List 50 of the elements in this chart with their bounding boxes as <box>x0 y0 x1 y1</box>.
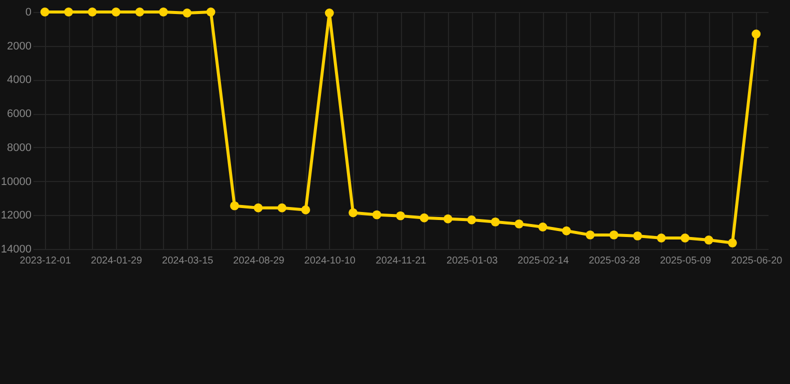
point <box>680 234 690 242</box>
point <box>301 205 310 214</box>
point <box>562 226 571 236</box>
point <box>348 208 358 218</box>
x-tick-label: 2025-02-14 <box>518 256 570 266</box>
point <box>324 8 334 18</box>
point <box>538 222 548 232</box>
point <box>182 8 192 18</box>
x-tick-label: 2025-05-09 <box>660 256 712 266</box>
x-tick-label: 2024-01-29 <box>90 256 142 266</box>
x-tick-label: 2023-12-01 <box>20 256 72 266</box>
x-tick-label: 2024-08-29 <box>233 256 285 266</box>
y-tick-label: 6000 <box>7 108 32 120</box>
point <box>609 230 618 240</box>
point <box>88 8 97 16</box>
point <box>656 234 666 242</box>
point <box>704 236 714 244</box>
point <box>135 8 144 16</box>
x-tick-label: 2024-11-21 <box>376 256 427 266</box>
point <box>396 211 405 220</box>
y-tick-label: 2000 <box>7 40 32 52</box>
point <box>64 8 74 16</box>
y-tick-label: 8000 <box>7 142 32 154</box>
point <box>40 8 50 16</box>
x-tick-label: 2024-10-10 <box>304 256 356 266</box>
point <box>752 30 761 38</box>
y-tick-label: 4000 <box>7 74 32 86</box>
point <box>372 210 382 220</box>
y-tick-label: 14000 <box>0 244 32 256</box>
y-tick-label: 12000 <box>0 210 32 222</box>
x-tick-label: 2025-03-28 <box>588 256 640 266</box>
point <box>490 217 500 226</box>
point <box>514 219 524 228</box>
point <box>230 201 240 210</box>
point <box>158 8 168 16</box>
point <box>112 8 120 16</box>
point <box>277 203 286 212</box>
x-tick-label: 2025-06-20 <box>731 256 783 266</box>
x-tick-label: 2024-03-15 <box>162 256 214 266</box>
point <box>206 8 216 16</box>
point <box>443 214 452 224</box>
point <box>420 213 429 222</box>
point <box>586 230 595 240</box>
y-tick-label: 10000 <box>0 176 32 188</box>
y-tick-label: 0 <box>25 6 32 18</box>
point <box>633 232 642 240</box>
x-tick-label: 2025-01-03 <box>446 256 498 266</box>
point <box>254 203 263 212</box>
point <box>728 238 737 248</box>
point <box>467 215 476 224</box>
